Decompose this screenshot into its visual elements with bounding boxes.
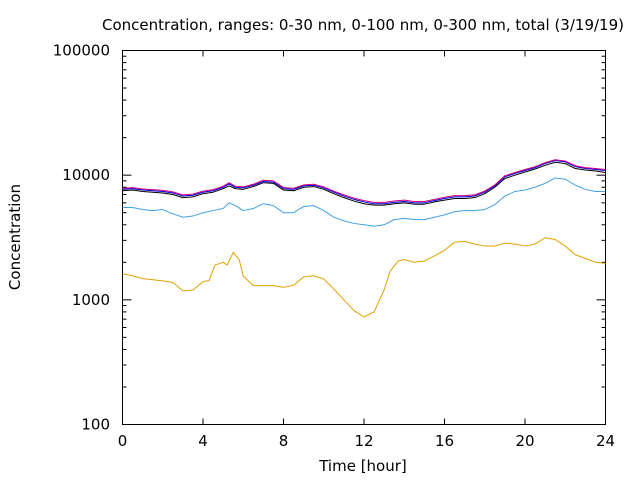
x-tick-label: 8 — [279, 432, 289, 450]
x-tick-label: 4 — [198, 432, 208, 450]
series-line-1 — [122, 237, 606, 318]
y-axis-label: Concentration — [6, 184, 24, 290]
x-tick-label: 20 — [515, 432, 534, 450]
y-tick-label: 10000 — [62, 166, 110, 184]
series-line-2 — [122, 177, 606, 227]
series-lines — [122, 159, 606, 318]
chart-title: Concentration, ranges: 0-30 nm, 0-100 nm… — [102, 16, 624, 34]
y-tick-label: 100000 — [53, 42, 110, 60]
x-tick-label: 16 — [435, 432, 454, 450]
y-tick-label: 1000 — [72, 291, 110, 309]
x-tick-label: 24 — [596, 432, 615, 450]
x-tick-label: 0 — [118, 432, 128, 450]
y-tick-label: 100 — [81, 416, 110, 434]
x-tick-label: 12 — [354, 432, 373, 450]
series-line-3 — [122, 161, 606, 206]
x-axis-label: Time [hour] — [318, 457, 407, 475]
axis-ticks: 0 4 8 12 16 20 24 100 1000 10000 100000 — [53, 42, 615, 451]
series-line-5 — [122, 159, 606, 203]
plot-frame — [122, 50, 606, 425]
series-line-4 — [122, 160, 606, 205]
